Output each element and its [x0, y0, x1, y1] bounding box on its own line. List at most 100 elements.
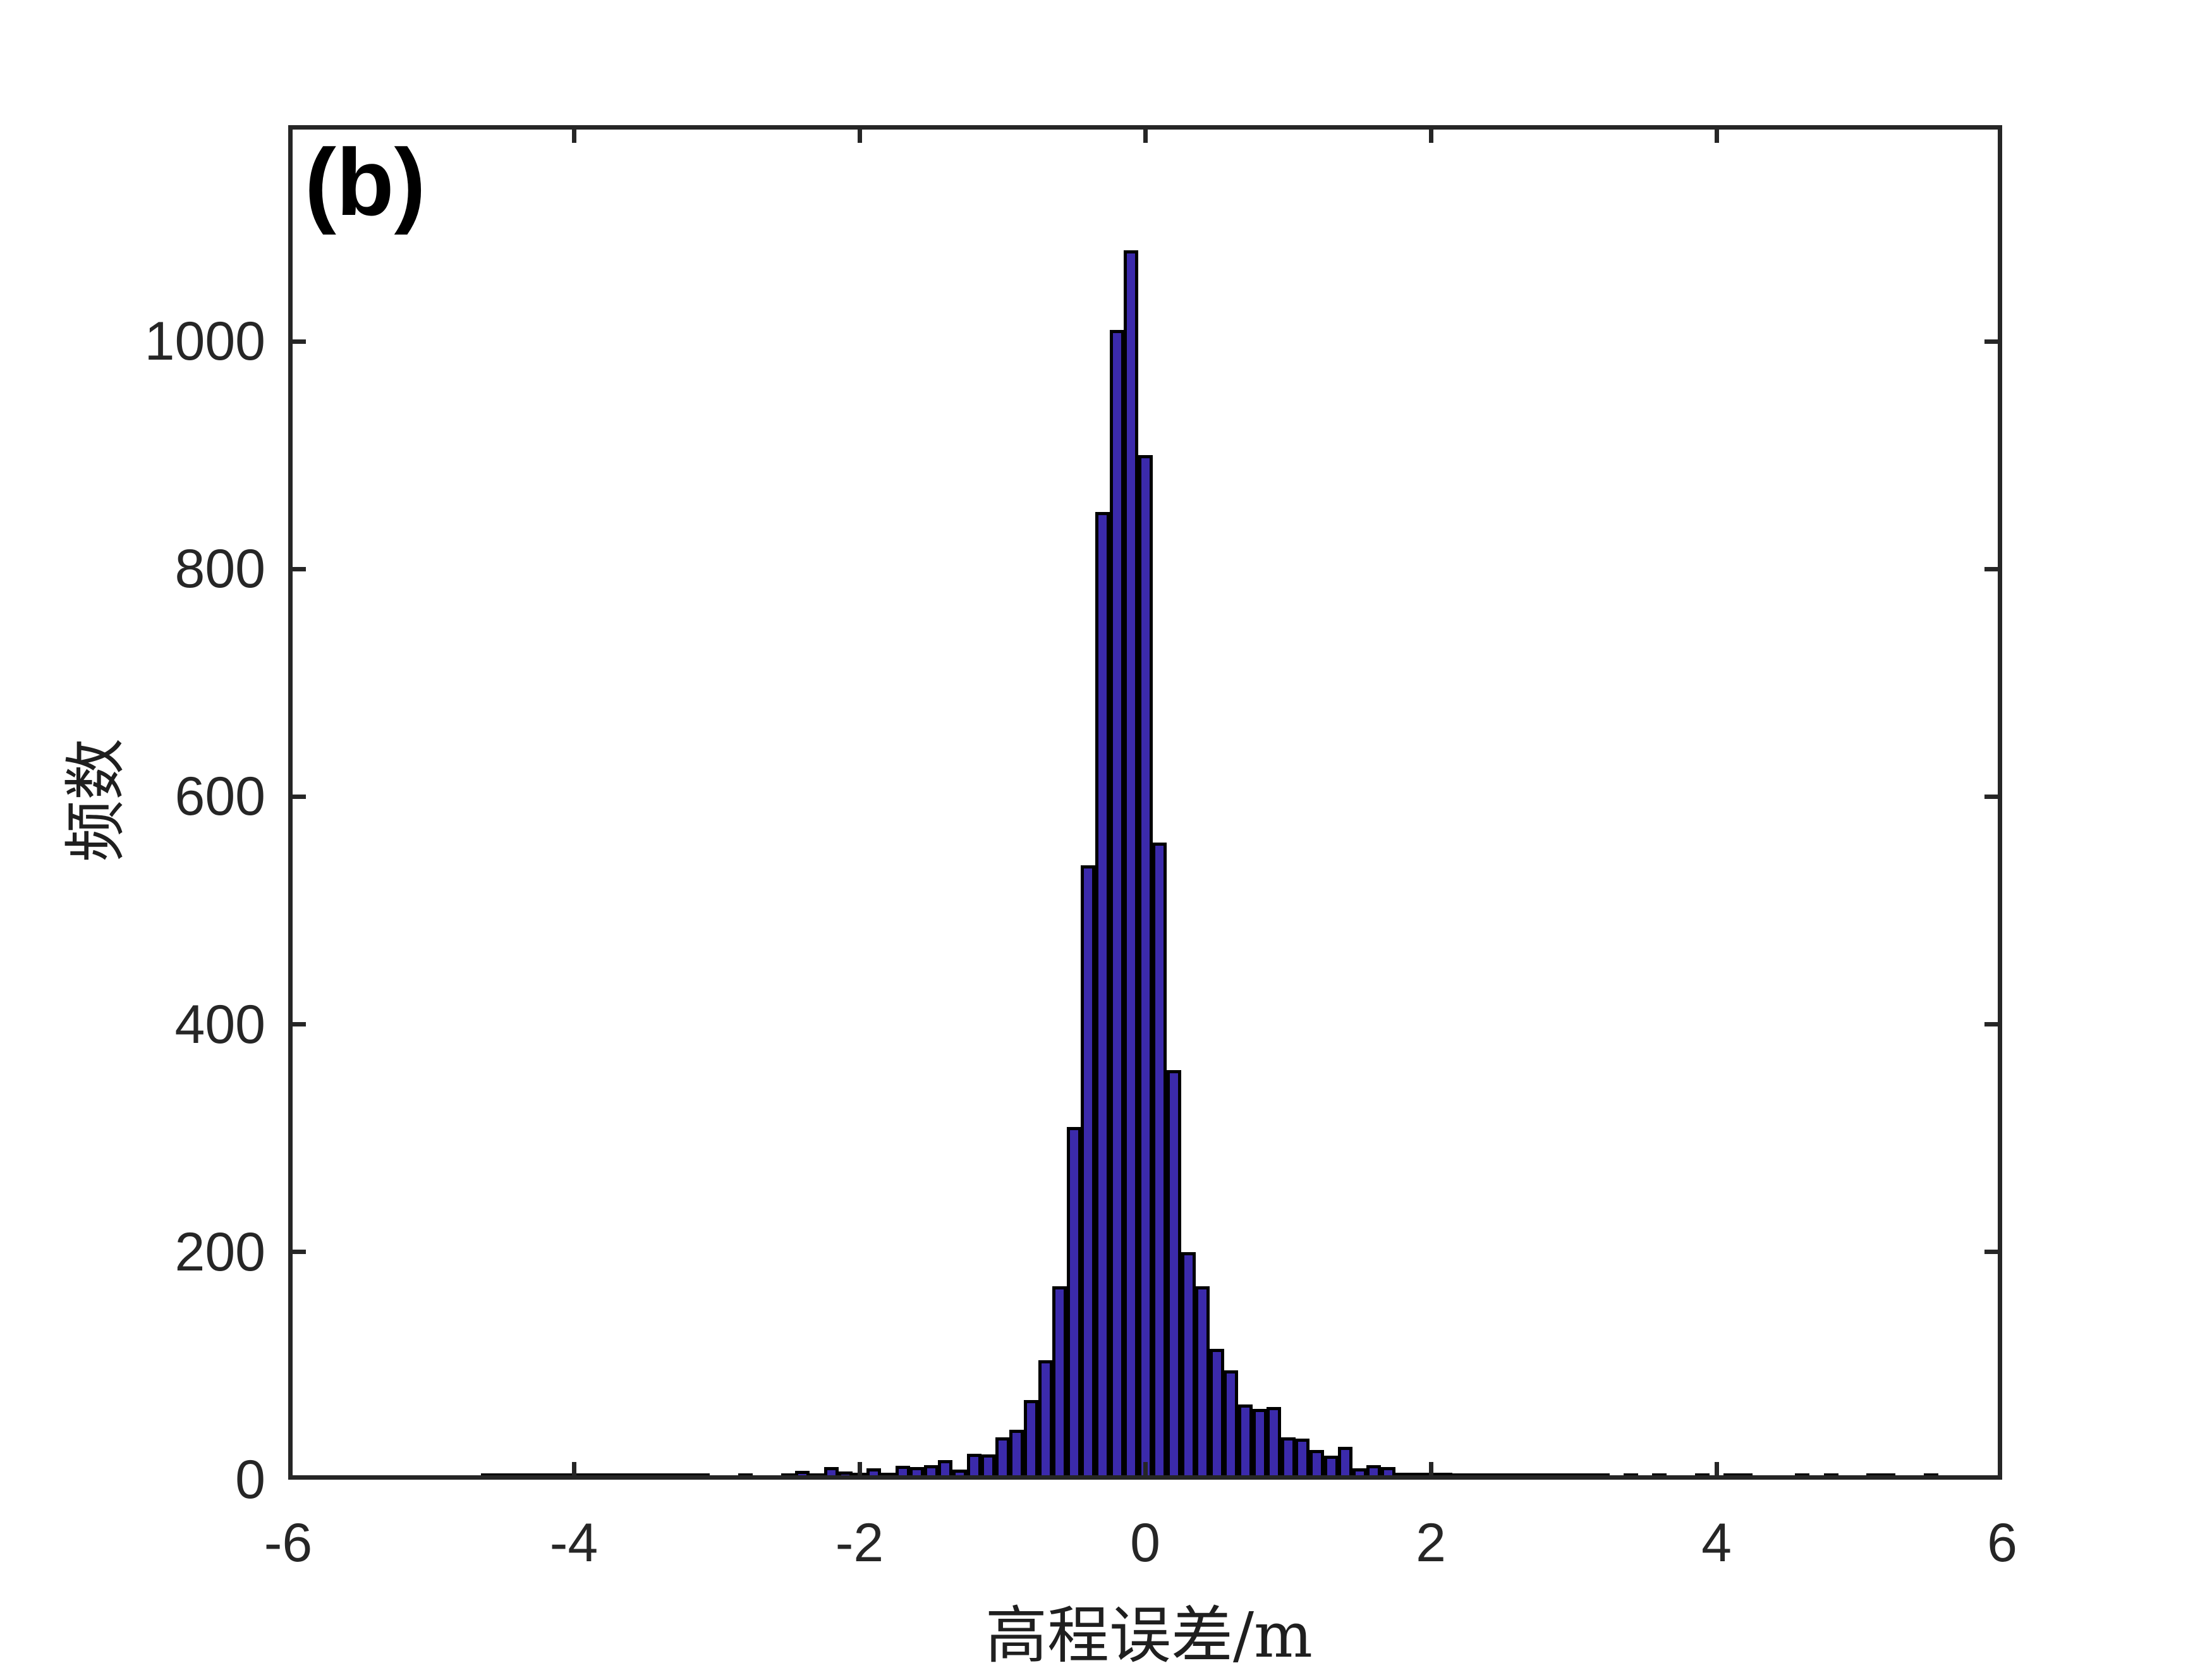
- plot-area: (b): [288, 125, 2002, 1480]
- histogram-bar: [938, 1460, 952, 1480]
- histogram-bar: [595, 1473, 610, 1480]
- histogram-bar: [681, 1473, 696, 1480]
- histogram-bar: [1881, 1473, 1895, 1480]
- histogram-bar: [610, 1473, 624, 1480]
- histogram-bar: [1652, 1473, 1667, 1480]
- y-axis-title: 频数: [60, 738, 132, 863]
- histogram-bar: [1595, 1473, 1610, 1480]
- histogram-bar: [567, 1473, 581, 1480]
- histogram-bar: [624, 1473, 638, 1480]
- histogram-bar: [1281, 1437, 1296, 1480]
- histogram-bar: [524, 1473, 538, 1480]
- histogram-bar: [1381, 1467, 1395, 1480]
- histogram-bar: [1195, 1286, 1210, 1480]
- histogram-bar: [1624, 1473, 1638, 1480]
- y-tick-label: 1000: [144, 311, 265, 372]
- histogram-bar: [924, 1465, 939, 1480]
- histogram-bar: [909, 1467, 924, 1480]
- histogram-bar: [1495, 1473, 1510, 1480]
- histogram-bar: [509, 1473, 524, 1480]
- histogram-bar: [652, 1473, 667, 1480]
- x-tick-label: -2: [835, 1513, 884, 1573]
- histogram-bar: [1509, 1473, 1524, 1480]
- histogram-bar: [667, 1473, 681, 1480]
- histogram-bar: [1009, 1430, 1024, 1480]
- y-tick-label: 200: [174, 1222, 266, 1282]
- histogram-bar: [738, 1473, 753, 1480]
- y-tick-label: 600: [174, 766, 266, 827]
- histogram-bar: [1310, 1450, 1324, 1480]
- histogram-bar: [1866, 1473, 1881, 1480]
- histogram-bar: [1695, 1473, 1710, 1480]
- histogram-bar: [1295, 1439, 1310, 1480]
- histogram-bar: [1524, 1473, 1538, 1480]
- histogram-bar: [1467, 1473, 1481, 1480]
- histogram-bar: [581, 1473, 595, 1480]
- histogram-bar: [781, 1473, 796, 1480]
- histogram-bar: [1438, 1473, 1452, 1480]
- histogram-bar: [1795, 1473, 1809, 1480]
- y-tick-label: 0: [235, 1449, 265, 1510]
- bars-layer: [288, 125, 2002, 1480]
- histogram-bar: [1210, 1349, 1224, 1480]
- histogram-bar: [1081, 865, 1095, 1480]
- histogram-bar: [1110, 330, 1124, 1480]
- histogram-bar: [1366, 1465, 1381, 1480]
- histogram-bar: [824, 1467, 839, 1480]
- x-axis-title: 高程误差/m: [985, 1600, 1313, 1672]
- histogram-bar: [538, 1473, 553, 1480]
- histogram-bar: [1253, 1409, 1267, 1480]
- histogram-bar: [810, 1473, 824, 1480]
- histogram-bar: [1152, 843, 1167, 1480]
- y-tick-label: 400: [174, 994, 266, 1055]
- histogram-bar: [1924, 1473, 1938, 1480]
- histogram-bar: [695, 1473, 710, 1480]
- histogram-bar: [481, 1473, 495, 1480]
- histogram-bar: [1224, 1370, 1238, 1480]
- histogram-bar: [1167, 1070, 1181, 1480]
- histogram-bar: [1552, 1473, 1567, 1480]
- histogram-bar: [1567, 1473, 1581, 1480]
- histogram-bar: [1409, 1473, 1424, 1480]
- histogram-bar: [1024, 1400, 1038, 1480]
- histogram-bar: [1324, 1456, 1339, 1480]
- histogram-bar: [638, 1473, 653, 1480]
- y-tick-label: 800: [174, 539, 266, 599]
- histogram-bar: [1824, 1473, 1838, 1480]
- histogram-bar: [981, 1454, 995, 1480]
- histogram-bar: [495, 1473, 510, 1480]
- histogram-bar: [838, 1471, 853, 1480]
- histogram-bar: [1738, 1473, 1753, 1480]
- histogram-bar: [552, 1473, 567, 1480]
- histogram-bar: [1723, 1473, 1738, 1480]
- x-tick-label: 4: [1701, 1513, 1732, 1573]
- histogram-bar: [1581, 1473, 1595, 1480]
- panel-label: (b): [305, 129, 426, 235]
- histogram-bar: [1052, 1286, 1067, 1480]
- histogram-bar: [995, 1437, 1010, 1480]
- histogram-bar: [1181, 1252, 1196, 1480]
- histogram-bar: [952, 1470, 967, 1480]
- x-tick-label: 2: [1416, 1513, 1446, 1573]
- histogram-bar: [1238, 1404, 1253, 1480]
- histogram-bar: [1138, 455, 1153, 1480]
- histogram-bar: [881, 1473, 896, 1480]
- histogram-bar: [1067, 1127, 1081, 1480]
- histogram-bar: [1424, 1473, 1438, 1480]
- histogram-bar: [1038, 1360, 1053, 1480]
- x-tick-label: -4: [549, 1513, 599, 1573]
- histogram-bar: [1124, 250, 1138, 1480]
- histogram-bar: [1481, 1473, 1495, 1480]
- histogram-bar: [967, 1454, 981, 1480]
- histogram-bar: [795, 1471, 810, 1480]
- histogram-bar: [1095, 512, 1110, 1480]
- histogram-bar: [1538, 1473, 1553, 1480]
- histogram-bar: [1352, 1468, 1367, 1480]
- x-tick-label: -6: [264, 1513, 313, 1573]
- histogram-bar: [896, 1466, 910, 1480]
- histogram-bar: [853, 1473, 867, 1480]
- histogram-bar: [866, 1468, 881, 1480]
- histogram-bar: [1267, 1407, 1281, 1480]
- x-tick-label: 0: [1130, 1513, 1160, 1573]
